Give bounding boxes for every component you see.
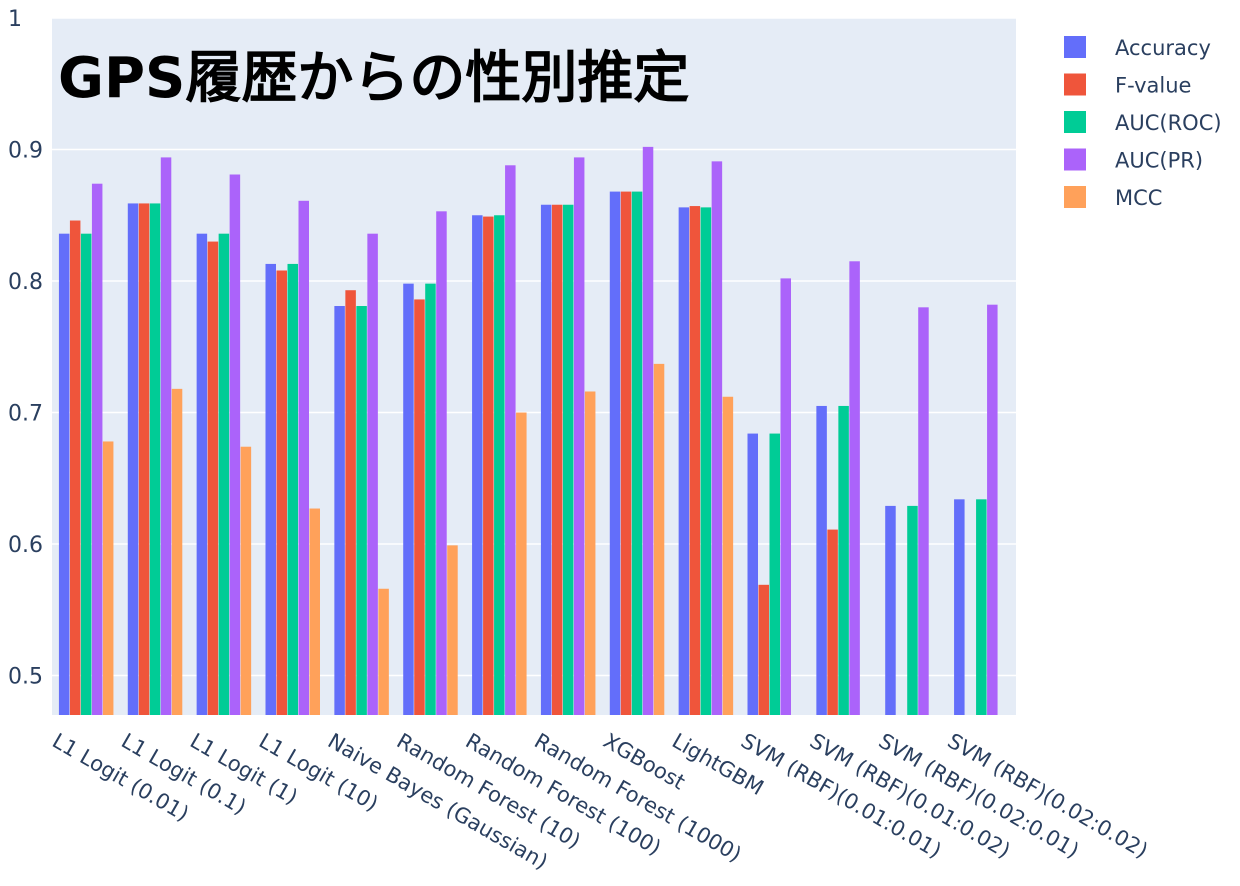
bar-auc-pr-[interactable] xyxy=(573,157,585,715)
bar-mcc[interactable] xyxy=(171,388,183,715)
plot-area xyxy=(52,18,1016,715)
bar-accuracy[interactable] xyxy=(265,263,277,715)
bar-accuracy[interactable] xyxy=(540,204,552,716)
bar-f-value[interactable] xyxy=(483,216,494,715)
legend-item-label[interactable]: MCC xyxy=(1115,186,1162,210)
y-tick-label: 0.8 xyxy=(8,270,43,295)
legend-item-label[interactable]: Accuracy xyxy=(1115,36,1211,60)
bar-mcc[interactable] xyxy=(102,441,114,715)
x-axis: L1 Logit (0.01)L1 Logit (0.1)L1 Logit (1… xyxy=(48,729,1152,874)
bar-auc-roc-[interactable] xyxy=(218,233,230,715)
y-tick-label: 0.6 xyxy=(8,533,43,558)
legend-item-label[interactable]: F-value xyxy=(1115,74,1191,98)
bar-accuracy[interactable] xyxy=(127,203,139,715)
bar-auc-pr-[interactable] xyxy=(987,304,998,715)
bar-auc-roc-[interactable] xyxy=(907,505,918,715)
bar-accuracy[interactable] xyxy=(58,233,70,715)
y-tick-label: 0.7 xyxy=(8,402,43,427)
bar-mcc[interactable] xyxy=(584,391,596,715)
legend-swatch xyxy=(1064,36,1086,58)
bar-auc-roc-[interactable] xyxy=(80,233,92,715)
bar-auc-pr-[interactable] xyxy=(229,174,241,716)
bar-auc-roc-[interactable] xyxy=(149,203,161,715)
legend-swatch xyxy=(1064,148,1086,171)
bar-mcc[interactable] xyxy=(722,396,734,715)
bar-auc-roc-[interactable] xyxy=(769,433,781,715)
bar-f-value[interactable] xyxy=(207,241,219,715)
bar-f-value[interactable] xyxy=(138,203,150,715)
legend-item-label[interactable]: AUC(ROC) xyxy=(1115,111,1222,135)
bar-accuracy[interactable] xyxy=(816,405,827,715)
bar-f-value[interactable] xyxy=(414,299,425,715)
y-tick-label: 0.5 xyxy=(8,665,43,690)
bar-auc-roc-[interactable] xyxy=(700,207,712,715)
bar-auc-roc-[interactable] xyxy=(425,283,436,715)
bar-auc-pr-[interactable] xyxy=(711,161,723,716)
bar-auc-roc-[interactable] xyxy=(494,215,505,715)
bar-accuracy[interactable] xyxy=(403,283,414,715)
bars xyxy=(58,146,998,716)
bar-mcc[interactable] xyxy=(516,412,527,715)
bar-auc-roc-[interactable] xyxy=(287,263,299,715)
y-axis: 0.5 0.6 0.7 0.8 0.9 1 xyxy=(8,7,43,690)
bar-accuracy[interactable] xyxy=(472,215,483,715)
bar-auc-roc-[interactable] xyxy=(562,204,574,716)
bar-accuracy[interactable] xyxy=(334,306,345,715)
bar-auc-pr-[interactable] xyxy=(91,183,103,715)
bar-mcc[interactable] xyxy=(653,363,665,715)
bar-mcc[interactable] xyxy=(378,588,389,715)
bar-auc-pr-[interactable] xyxy=(918,307,929,715)
legend-swatch xyxy=(1064,186,1086,208)
bar-f-value[interactable] xyxy=(689,206,701,715)
bar-auc-roc-[interactable] xyxy=(356,306,367,715)
bar-mcc[interactable] xyxy=(447,545,458,715)
bar-auc-roc-[interactable] xyxy=(976,499,987,715)
bar-auc-pr-[interactable] xyxy=(780,278,792,715)
legend[interactable]: Accuracy F-value AUC(ROC) AUC(PR) MCC xyxy=(1064,36,1222,210)
bar-auc-pr-[interactable] xyxy=(436,211,447,715)
bar-f-value[interactable] xyxy=(345,290,356,715)
bar-f-value[interactable] xyxy=(69,220,81,715)
chart-title: GPS履歴からの性別推定 xyxy=(58,46,689,111)
legend-item-label[interactable]: AUC(PR) xyxy=(1115,149,1203,173)
bar-accuracy[interactable] xyxy=(609,191,621,716)
bar-auc-pr-[interactable] xyxy=(642,146,654,715)
bar-mcc[interactable] xyxy=(240,446,252,715)
bar-accuracy[interactable] xyxy=(678,207,690,715)
bar-auc-pr-[interactable] xyxy=(298,200,310,716)
bar-f-value[interactable] xyxy=(758,584,770,715)
bar-f-value[interactable] xyxy=(827,529,838,715)
bar-accuracy[interactable] xyxy=(885,505,896,715)
bar-mcc[interactable] xyxy=(309,508,321,715)
bar-accuracy[interactable] xyxy=(747,433,759,715)
y-tick-label: 0.9 xyxy=(8,139,43,164)
legend-swatch xyxy=(1064,73,1086,96)
bar-auc-pr-[interactable] xyxy=(160,157,172,715)
bar-accuracy[interactable] xyxy=(954,499,965,715)
bar-auc-roc-[interactable] xyxy=(838,405,849,715)
bar-f-value[interactable] xyxy=(551,204,563,716)
bar-f-value[interactable] xyxy=(620,191,632,716)
bar-accuracy[interactable] xyxy=(196,233,208,715)
bar-auc-pr-[interactable] xyxy=(849,261,860,715)
bar-auc-roc-[interactable] xyxy=(631,191,643,716)
legend-swatch xyxy=(1064,111,1086,133)
y-tick-label: 1 xyxy=(8,7,22,32)
bar-auc-pr-[interactable] xyxy=(367,233,378,715)
bar-f-value[interactable] xyxy=(276,270,288,716)
bar-auc-pr-[interactable] xyxy=(505,165,516,716)
